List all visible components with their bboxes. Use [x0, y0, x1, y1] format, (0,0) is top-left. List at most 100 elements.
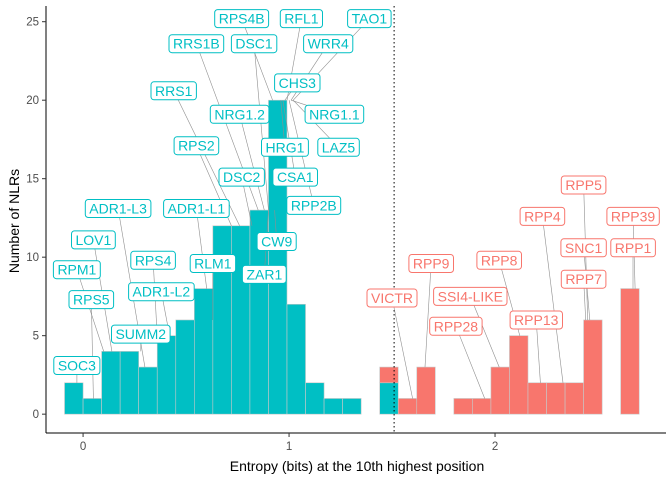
gene-label: RPS2	[173, 136, 220, 156]
histogram-bars	[64, 99, 640, 415]
gene-label-text: CW9	[261, 233, 292, 249]
gene-label-text: RLM1	[194, 255, 232, 271]
gene-label: LAZ5	[317, 137, 360, 157]
histogram-bar-group2	[472, 398, 492, 415]
gene-label: HRG1	[261, 137, 309, 157]
leader-line	[197, 217, 207, 289]
gene-label: RPS4	[130, 250, 176, 270]
gene-label-box	[261, 137, 309, 157]
gene-label-box	[214, 9, 270, 29]
gene-label: CW9	[256, 232, 297, 251]
gene-label-text: SOC3	[58, 357, 96, 373]
gene-label: SOC3	[53, 356, 101, 375]
gene-label: RPM1	[52, 260, 101, 280]
gene-label: WRR4	[303, 34, 354, 54]
axes: 0 5 10 15 20 25 0 1 2	[26, 6, 666, 453]
leader-line	[241, 123, 265, 211]
y-axis-title: Number of NLRs	[6, 169, 22, 273]
gene-label: RRS1B	[168, 34, 225, 54]
gene-label-box	[606, 206, 660, 226]
gene-label: TAO1	[347, 9, 392, 29]
gene-label-box	[476, 250, 522, 270]
gene-label-text: DSC2	[223, 169, 261, 185]
gene-label-text: RRS1B	[173, 36, 220, 52]
gene-label: RPP2B	[286, 195, 342, 215]
gene-label: NRG1.2	[209, 104, 270, 124]
gene-label-text: ZAR1	[246, 266, 282, 282]
gene-label: RPP39	[606, 206, 660, 226]
gene-label-text: LOV1	[75, 232, 111, 248]
gene-label-box	[71, 230, 116, 250]
gene-label-box	[347, 9, 392, 29]
gene-label: CHS3	[274, 73, 321, 93]
leader-line	[473, 305, 500, 368]
gene-label-box	[286, 195, 342, 215]
histogram-bar-group1	[379, 382, 399, 415]
gene-label-text: CHS3	[279, 75, 317, 91]
gene-label-text: DSC1	[235, 36, 273, 52]
gene-label: RPP9	[408, 254, 454, 273]
gene-label: CSA1	[272, 167, 318, 187]
gene-label-box	[230, 34, 278, 54]
gene-label-box	[303, 34, 354, 54]
leader-line	[393, 306, 413, 399]
histogram-bar-group2	[379, 366, 399, 384]
x-axis-title: Entropy (bits) at the 10th highest posit…	[230, 458, 484, 474]
leader-line	[243, 186, 253, 226]
gene-label-box	[111, 324, 171, 344]
gene-label-text: WRR4	[308, 36, 349, 52]
gene-label: SUMM2	[111, 324, 171, 344]
gene-label-box	[168, 34, 225, 54]
gene-label-text: ADR1-L2	[133, 284, 191, 300]
gene-label-text: ADR1-L1	[168, 201, 226, 217]
gene-label-box	[560, 238, 607, 258]
gene-label: RLM1	[189, 254, 237, 273]
y-tick-label: 10	[26, 252, 39, 264]
gene-label-box	[366, 288, 418, 308]
gene-label-text: RPS4B	[219, 11, 265, 27]
gene-label: RRS1	[150, 81, 197, 101]
gene-label-text: RPP5	[565, 177, 602, 193]
leader-line	[543, 225, 564, 383]
gene-label-box	[209, 104, 270, 124]
gene-label-text: RPP4	[524, 208, 561, 224]
gene-label-box	[560, 269, 607, 289]
gene-label-box	[304, 104, 365, 124]
gene-label-text: RPP2B	[291, 197, 337, 213]
histogram-bar-group1	[82, 398, 102, 415]
gene-label-box	[130, 250, 176, 270]
gene-label: RPS4B	[214, 9, 270, 29]
histogram-bar-group2	[564, 382, 584, 415]
x-tick-label: 2	[492, 441, 498, 453]
gene-label-text: RFL1	[284, 11, 318, 27]
gene-label: DSC2	[218, 167, 265, 187]
gene-label: RPP4	[519, 206, 566, 226]
leader-line	[583, 288, 586, 321]
gene-label-text: NRG1.2	[214, 106, 265, 122]
gene-label-text: CSA1	[277, 169, 314, 185]
gene-label-text: RPS4	[135, 252, 172, 268]
histogram-bar-group2	[546, 382, 566, 415]
gene-label-box	[52, 260, 101, 280]
gene-label: LOV1	[71, 230, 116, 250]
gene-label-box	[150, 81, 197, 101]
gene-label-text: HRG1	[265, 139, 304, 155]
histogram-bar-group1	[231, 225, 251, 415]
gene-label-box	[218, 167, 265, 187]
gene-label: NRG1.1	[304, 104, 365, 124]
gene-label-box	[68, 290, 115, 310]
gene-label-text: LAZ5	[322, 139, 356, 155]
gene-label-box	[274, 73, 321, 93]
histogram-bar-group2	[416, 366, 436, 415]
gene-label-box	[317, 137, 360, 157]
gene-label-box	[173, 136, 220, 156]
histogram-bar-group1	[286, 303, 306, 415]
gene-label: SSI4-LIKE	[433, 286, 508, 306]
gene-label-box	[519, 206, 566, 226]
gene-label-box	[610, 238, 656, 258]
leader-line	[424, 272, 431, 368]
gene-label-text: SNC1	[565, 240, 603, 256]
leader-line	[536, 328, 541, 383]
gene-label-box	[272, 167, 318, 187]
gene-label-box	[128, 282, 195, 302]
